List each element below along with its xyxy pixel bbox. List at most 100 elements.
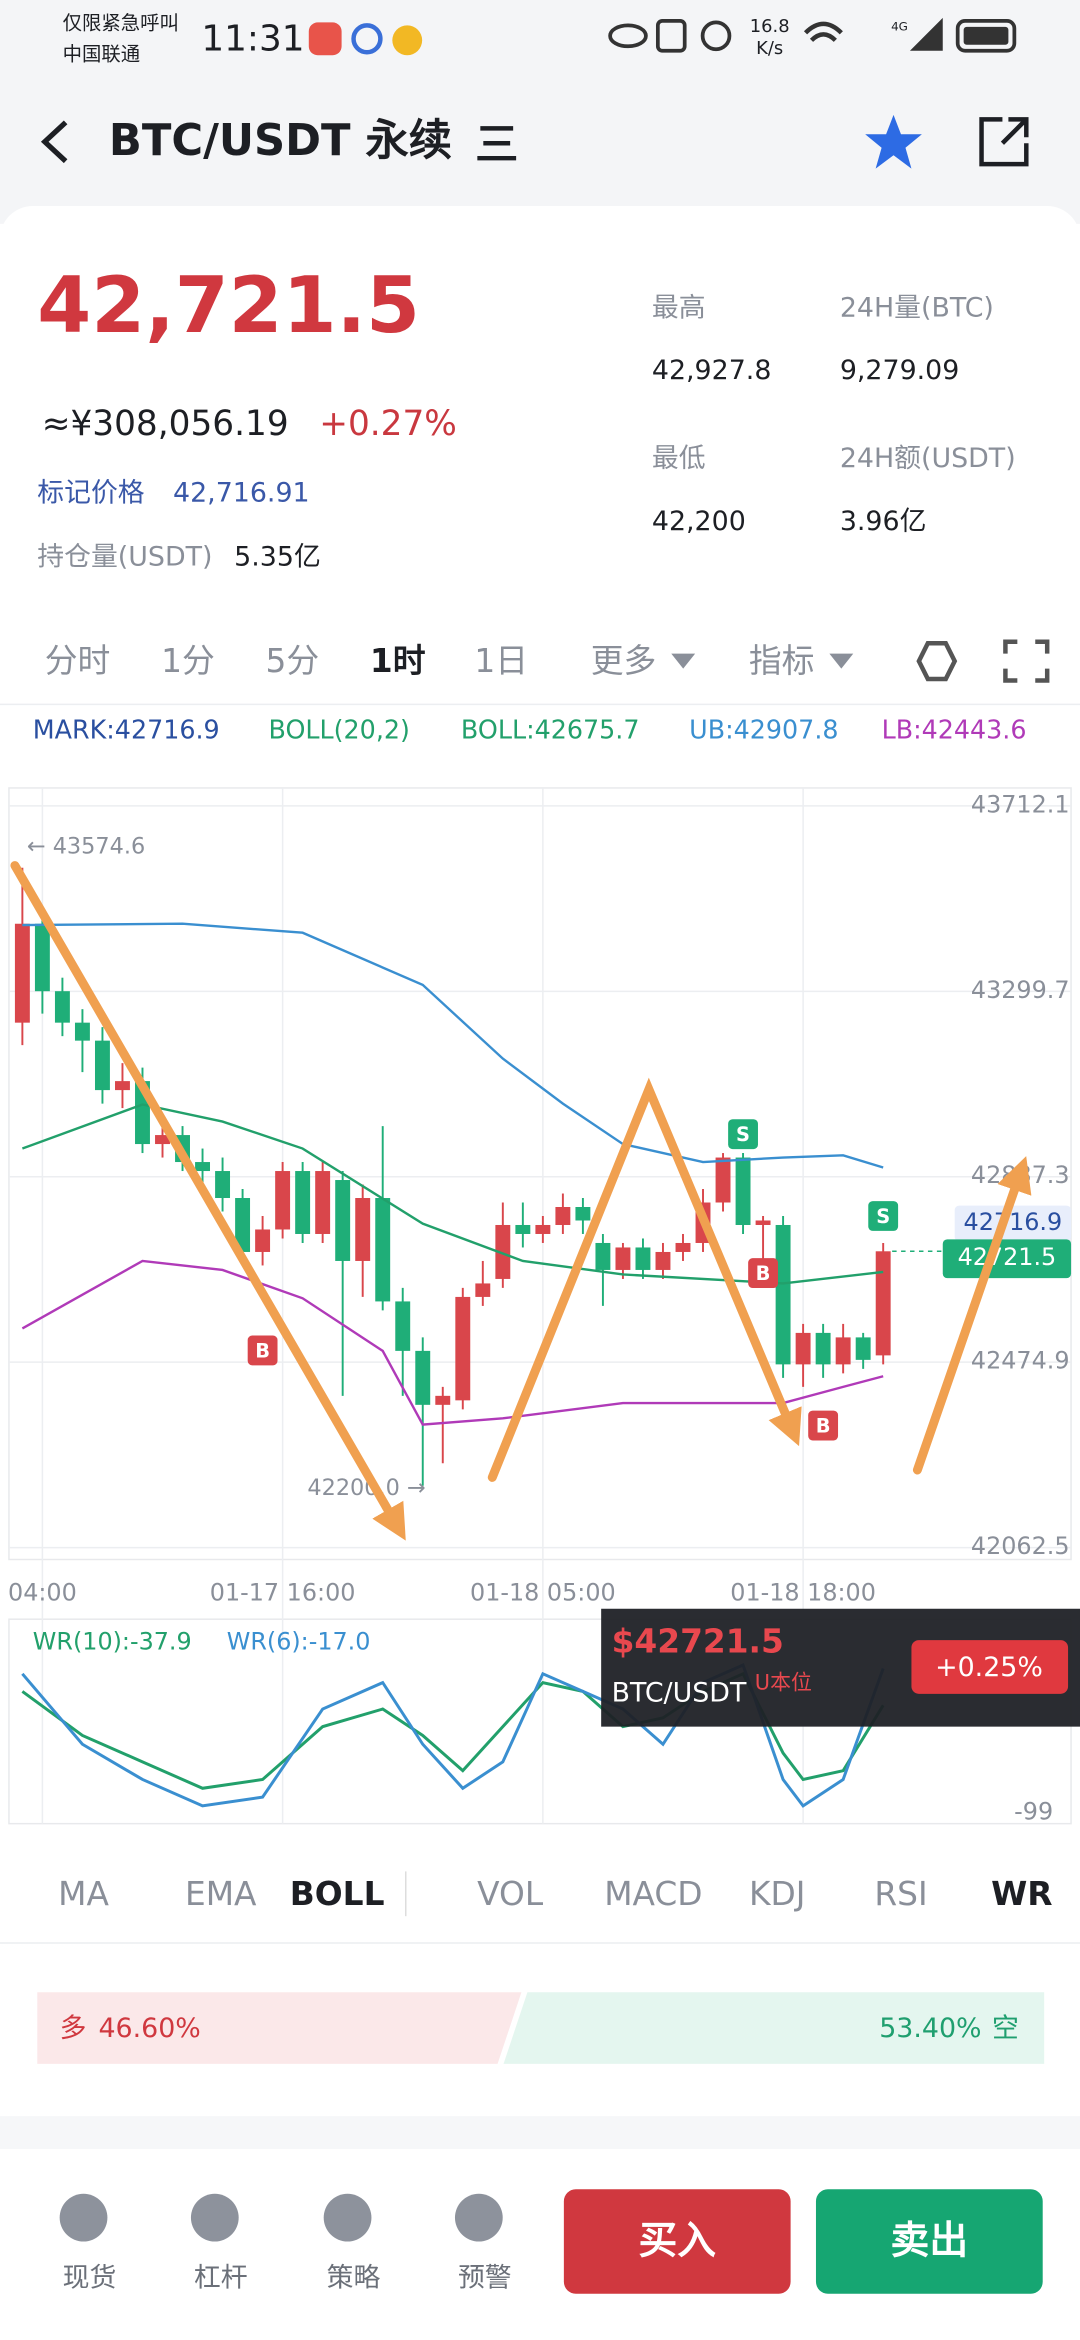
- signal-label: S: [736, 1123, 750, 1146]
- mark-price-label: 42716.9: [964, 1208, 1063, 1236]
- nav-label[interactable]: 策略: [327, 2262, 381, 2293]
- short-bar: [503, 1992, 1045, 2064]
- timeframe-tab[interactable]: 1时: [370, 642, 426, 680]
- boll-line: [22, 922, 884, 1169]
- settings-icon[interactable]: [916, 640, 958, 682]
- candle-body: [795, 1332, 811, 1365]
- candle-body: [755, 1220, 771, 1225]
- timeframe-tab[interactable]: 1日: [474, 642, 528, 680]
- nav-label[interactable]: 杠杆: [194, 2262, 248, 2293]
- legend-entry: WR(6):-17.0: [227, 1628, 371, 1656]
- candle-body: [655, 1251, 671, 1270]
- float-pair: BTC/USDT: [612, 1677, 747, 1708]
- stat-label: 最高: [652, 292, 706, 323]
- nav-label[interactable]: 现货: [63, 2262, 117, 2293]
- x-tick-label: 01-18 18:00: [730, 1578, 876, 1606]
- wr-line: [21, 1662, 885, 1808]
- buy-label: 买入: [638, 2218, 716, 2263]
- sell-button[interactable]: [815, 2189, 1043, 2294]
- candle-body: [555, 1207, 571, 1225]
- favorite-star[interactable]: [865, 114, 922, 169]
- y-tick-label: 42474.9: [971, 1347, 1070, 1375]
- y-tick-label: 42062.5: [971, 1532, 1070, 1560]
- indicator-tab[interactable]: BOLL: [290, 1875, 385, 1913]
- back-button[interactable]: [40, 120, 68, 164]
- boll-line: [21, 1259, 884, 1426]
- mark-value: 42,716.91: [173, 477, 310, 508]
- candle-body: [735, 1157, 751, 1225]
- indicator-value: BOLL(20,2): [269, 714, 410, 744]
- indicator-tab[interactable]: KDJ: [749, 1875, 805, 1913]
- cny-price: ≈¥308,056.19: [42, 404, 289, 444]
- indicator-tab[interactable]: WR: [991, 1875, 1052, 1913]
- indicator-tab[interactable]: RSI: [874, 1875, 927, 1913]
- wifi-icon: [803, 21, 843, 42]
- candle-body: [835, 1337, 851, 1365]
- indicator-tab[interactable]: EMA: [185, 1875, 257, 1913]
- timeframe-tab[interactable]: 5分: [266, 642, 320, 680]
- signal-label: B: [756, 1262, 771, 1285]
- float-price: $42721.5: [612, 1623, 784, 1661]
- buy-button[interactable]: [563, 2189, 791, 2294]
- nav-icon[interactable]: [454, 2193, 503, 2242]
- stat-label: 最低: [652, 443, 706, 474]
- menu-icon[interactable]: [477, 126, 517, 161]
- nav-icon[interactable]: [190, 2193, 239, 2242]
- eye-icon: [608, 23, 648, 49]
- indicator-tab[interactable]: MACD: [604, 1875, 702, 1913]
- candle-body: [215, 1171, 231, 1199]
- candle-body: [315, 1171, 331, 1234]
- arrow: [10, 861, 406, 1541]
- chart-frame: [8, 787, 1072, 1561]
- y-tick-label: 43712.1: [971, 790, 1070, 818]
- fullscreen-icon[interactable]: [1003, 639, 1050, 683]
- signal-badge: [748, 1258, 778, 1289]
- top-bg: [0, 0, 1080, 224]
- clock: 11:31: [201, 18, 304, 59]
- candle-body: [455, 1296, 471, 1401]
- app-icon: [351, 23, 383, 55]
- nav-label[interactable]: 预警: [458, 2262, 512, 2293]
- candle-body: [74, 1022, 90, 1041]
- candle-body: [115, 1081, 130, 1091]
- stat-value: 42,927.8: [652, 355, 772, 386]
- candle-body: [535, 1224, 551, 1234]
- x-tick-label: 04:00: [8, 1578, 77, 1606]
- indicator-tab[interactable]: VOL: [477, 1875, 544, 1913]
- candle-body: [495, 1224, 511, 1279]
- pair-title[interactable]: BTC/USDT 永续: [109, 116, 452, 166]
- candle-body: [575, 1207, 591, 1221]
- x-tick-label: 01-17 16:00: [210, 1578, 356, 1606]
- candle-body: [275, 1171, 291, 1230]
- timeframe-tab[interactable]: 1分: [161, 642, 215, 680]
- candle-body: [14, 923, 30, 1023]
- legend-entry: WR(10):-37.9: [33, 1628, 192, 1656]
- share-icon[interactable]: [979, 117, 1029, 167]
- change-pct: +0.27%: [319, 404, 457, 444]
- oi-value: 5.35亿: [234, 542, 321, 573]
- arrow: [912, 1156, 1032, 1475]
- indicator-tab[interactable]: MA: [58, 1875, 109, 1913]
- nav-icon[interactable]: [59, 2193, 108, 2242]
- app-icon: [308, 22, 342, 56]
- short-value: 53.40%: [879, 2013, 981, 2044]
- carrier: 仅限紧急呼叫: [63, 11, 179, 34]
- nav-icon[interactable]: [323, 2193, 372, 2242]
- candle-body: [155, 1135, 170, 1145]
- signal-badge: [868, 1201, 899, 1231]
- candle-body: [675, 1242, 691, 1252]
- sell-label: 卖出: [891, 2218, 969, 2263]
- timeframe-tab[interactable]: 指标: [749, 642, 815, 680]
- timeframe-tab[interactable]: 更多: [591, 642, 657, 680]
- high-note: ← 43574.6: [27, 833, 145, 859]
- candle-body: [595, 1242, 611, 1270]
- candle-body: [635, 1247, 651, 1270]
- stat-value: 3.96亿: [840, 506, 927, 537]
- y-tick-label: 43299.7: [971, 976, 1070, 1004]
- stat-value: 9,279.09: [840, 355, 960, 386]
- stat-label: 24H量(BTC): [840, 292, 994, 323]
- timeframe-tab[interactable]: 分时: [45, 642, 111, 680]
- candle-body: [715, 1157, 731, 1203]
- mark-price-tag: [954, 1205, 1072, 1242]
